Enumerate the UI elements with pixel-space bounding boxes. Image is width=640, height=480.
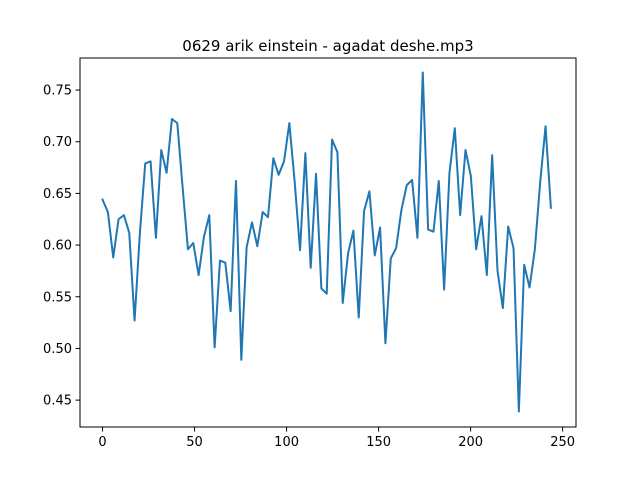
- series-layer: [101, 71, 552, 413]
- y-tick-label: 0.55: [43, 290, 72, 305]
- y-tick-label: 0.70: [43, 135, 72, 150]
- x-axis: 0 50 100 150 200 250: [98, 427, 575, 450]
- x-tick-label: 150: [366, 435, 391, 450]
- series-line: [101, 71, 552, 413]
- y-tick-label: 0.45: [43, 394, 72, 409]
- y-tick-label: 0.60: [43, 239, 72, 254]
- x-tick-label: 0: [98, 435, 106, 450]
- plot-frame: [79, 57, 577, 428]
- x-tick-label: 200: [458, 435, 483, 450]
- y-axis: 0.45 0.50 0.55 0.60 0.65 0.70 0.75: [43, 84, 80, 409]
- y-tick-label: 0.50: [43, 342, 72, 357]
- x-tick-label: 50: [186, 435, 203, 450]
- y-tick-label: 0.65: [43, 187, 72, 202]
- chart-title: 0629 arik einstein - agadat deshe.mp3: [182, 37, 473, 55]
- y-tick-label: 0.75: [43, 84, 72, 99]
- x-tick-label: 100: [274, 435, 299, 450]
- x-tick-label: 250: [550, 435, 575, 450]
